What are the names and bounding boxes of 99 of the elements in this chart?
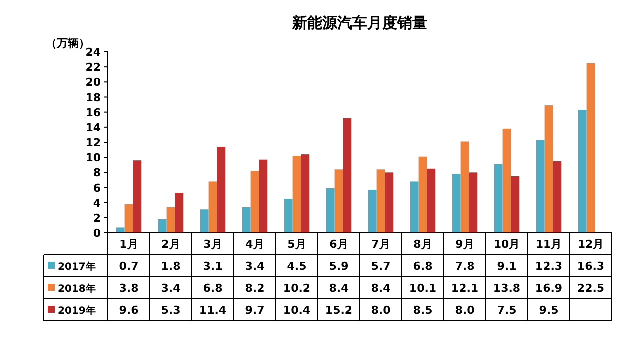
bar — [124, 204, 134, 233]
y-tick-label: 4 — [93, 196, 102, 210]
bar — [166, 207, 176, 233]
bar — [385, 172, 394, 233]
data-label: 5.9 — [329, 260, 349, 273]
bar — [469, 172, 478, 233]
data-label: 1.8 — [161, 260, 181, 273]
data-label: 7.5 — [497, 304, 517, 317]
data-label: 16.3 — [577, 260, 605, 273]
bar — [133, 160, 142, 233]
data-label: 16.9 — [535, 282, 563, 295]
data-label: 12.1 — [451, 282, 479, 295]
data-label: 9.7 — [245, 304, 265, 317]
bar — [116, 228, 125, 233]
bar — [326, 188, 335, 233]
data-label: 8.5 — [413, 304, 433, 317]
y-tick-label: 14 — [86, 121, 102, 134]
y-tick-label: 0 — [93, 227, 102, 240]
data-label: 8.4 — [329, 282, 350, 295]
data-label: 3.4 — [161, 282, 182, 295]
data-label: 10.4 — [283, 304, 311, 317]
bar — [284, 199, 293, 233]
legend-label: 2017年 — [58, 261, 96, 273]
bar — [343, 118, 352, 233]
bar — [301, 154, 310, 233]
bar — [259, 160, 268, 233]
data-label: 9.1 — [497, 260, 517, 273]
data-label: 8.0 — [371, 304, 392, 317]
data-label: 10.1 — [409, 282, 437, 295]
bar — [368, 190, 377, 233]
data-label: 8.0 — [455, 304, 476, 317]
bar — [242, 207, 251, 233]
chart-title: 新能源汽车月度销量 — [292, 14, 428, 32]
bar — [460, 142, 470, 233]
bar — [175, 193, 184, 233]
y-tick-label: 10 — [86, 152, 102, 165]
data-label: 10.2 — [283, 282, 311, 295]
bar — [553, 161, 562, 233]
x-tick-label: 8月 — [414, 238, 432, 251]
data-label: 0.7 — [119, 260, 139, 273]
data-label: 5.7 — [371, 260, 391, 273]
y-tick-label: 22 — [86, 61, 101, 74]
data-label: 6.8 — [203, 282, 223, 295]
x-tick-label: 12月 — [578, 238, 604, 251]
bar — [586, 63, 596, 233]
bar — [200, 210, 209, 233]
y-tick-label: 18 — [86, 91, 101, 104]
data-label: 3.8 — [119, 282, 139, 295]
data-label: 15.2 — [325, 304, 353, 317]
y-tick-label: 16 — [86, 106, 102, 120]
y-tick-label: 12 — [86, 136, 101, 150]
x-tick-label: 11月 — [536, 238, 562, 251]
x-tick-label: 6月 — [330, 238, 348, 251]
x-tick-label: 9月 — [456, 238, 474, 251]
data-label: 9.5 — [539, 304, 559, 317]
data-label: 6.8 — [413, 260, 433, 273]
x-tick-label: 5月 — [288, 238, 306, 251]
bar — [511, 176, 520, 233]
bar — [250, 171, 260, 233]
data-label: 13.8 — [493, 282, 521, 295]
legend-label: 2018年 — [58, 283, 96, 295]
x-tick-label: 7月 — [372, 238, 390, 251]
legend-label: 2019年 — [58, 305, 96, 317]
data-label: 3.1 — [203, 260, 223, 273]
bar — [334, 170, 344, 233]
data-label: 12.3 — [535, 260, 563, 273]
y-tick-label: 2 — [93, 212, 101, 225]
data-label: 22.5 — [577, 282, 605, 295]
y-tick-label: 6 — [93, 182, 102, 195]
data-label: 7.8 — [455, 260, 475, 273]
bar — [536, 140, 545, 233]
bar — [494, 164, 503, 233]
bar — [410, 182, 419, 233]
bar — [418, 156, 428, 233]
bar — [544, 106, 554, 233]
bar — [578, 110, 587, 233]
data-label: 3.4 — [245, 260, 266, 273]
bar — [292, 156, 302, 233]
data-label: 8.4 — [371, 282, 392, 295]
bar — [452, 174, 461, 233]
bar — [502, 128, 512, 233]
bar — [208, 182, 218, 233]
bar — [376, 170, 386, 233]
x-tick-label: 2月 — [162, 238, 180, 251]
bar — [427, 168, 436, 233]
y-tick-label: 8 — [93, 166, 101, 180]
x-tick-label: 3月 — [204, 238, 222, 251]
y-tick-label: 20 — [86, 76, 102, 90]
x-tick-label: 1月 — [120, 238, 138, 251]
data-label: 8.2 — [245, 282, 265, 295]
x-tick-label: 10月 — [494, 238, 520, 251]
data-label: 4.5 — [287, 260, 307, 273]
bar — [217, 147, 226, 233]
data-label: 9.6 — [119, 304, 140, 317]
data-label: 11.4 — [199, 304, 227, 317]
data-label: 5.3 — [161, 304, 181, 317]
y-tick-label: 24 — [86, 46, 102, 59]
x-tick-label: 4月 — [246, 238, 264, 251]
bar — [158, 219, 167, 233]
